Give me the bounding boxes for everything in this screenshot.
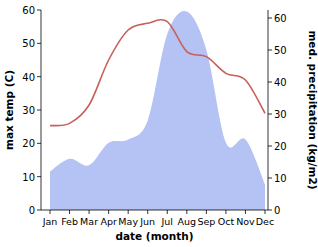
x-tick (147, 210, 148, 214)
y2-tick (268, 18, 272, 19)
y2-tick (268, 50, 272, 51)
x-tick (206, 210, 207, 214)
y-tick (37, 210, 41, 211)
x-tick (245, 210, 246, 214)
x-tick-label: Sep (197, 216, 215, 227)
y2-tick (268, 178, 272, 179)
y2-tick-label: 20 (274, 141, 287, 152)
y2-tick-label: 0 (274, 205, 280, 216)
x-tick-label: Mar (80, 216, 98, 227)
x-tick-label: Aug (178, 216, 197, 227)
y-tick-label: 0 (29, 205, 35, 216)
x-tick (265, 210, 266, 214)
x-tick-label: May (118, 216, 138, 227)
y2-tick-label: 40 (274, 77, 287, 88)
chart: 0 10 20 30 40 50 60 0 10 20 30 40 50 60 JanFebMarAprMa… (0, 0, 318, 247)
x-tick-label: Oct (218, 216, 235, 227)
y-tick (37, 43, 41, 44)
y2-tick-label: 10 (274, 173, 287, 184)
y-tick-label: 30 (22, 105, 35, 116)
x-tick-label: Jan (42, 216, 58, 227)
precipitation-area (50, 11, 265, 210)
y-tick (37, 76, 41, 77)
y-tick-label: 40 (22, 72, 35, 83)
x-tick (167, 210, 168, 214)
x-tick (69, 210, 70, 214)
x-tick-label: Dec (256, 216, 274, 227)
x-tick-label: Nov (236, 216, 255, 227)
y-axis-title: max temp (C) (3, 70, 15, 150)
x-tick-label: Jul (161, 216, 173, 227)
x-axis-line (41, 210, 268, 211)
x-axis-title: date (month) (115, 230, 193, 242)
y2-tick-label: 50 (274, 45, 287, 56)
y2-axis-line (268, 10, 269, 210)
y-tick-label: 20 (22, 138, 35, 149)
x-tick (89, 210, 90, 214)
plot-marks (50, 11, 265, 210)
x-tick (186, 210, 187, 214)
y-tick (37, 110, 41, 111)
y-tick (37, 10, 41, 11)
y2-tick-label: 60 (274, 13, 287, 24)
y-tick-label: 10 (22, 172, 35, 183)
y2-tick-label: 30 (274, 109, 287, 120)
y2-tick (268, 210, 272, 211)
temp-line (50, 20, 265, 126)
y-tick-label: 50 (22, 38, 35, 49)
x-tick-label: Feb (61, 216, 78, 227)
y2-tick (268, 114, 272, 115)
x-tick (128, 210, 129, 214)
x-tick-label: Jun (139, 216, 155, 227)
y2-axis-title: med. precipitation (kg/m2) (307, 30, 318, 189)
x-tick (225, 210, 226, 214)
y-tick (37, 176, 41, 177)
y-tick-label: 60 (22, 5, 35, 16)
y2-tick (268, 82, 272, 83)
y2-tick (268, 146, 272, 147)
y-tick (37, 143, 41, 144)
x-tick-label: Apr (100, 216, 117, 227)
x-tick (50, 210, 51, 214)
x-tick (108, 210, 109, 214)
